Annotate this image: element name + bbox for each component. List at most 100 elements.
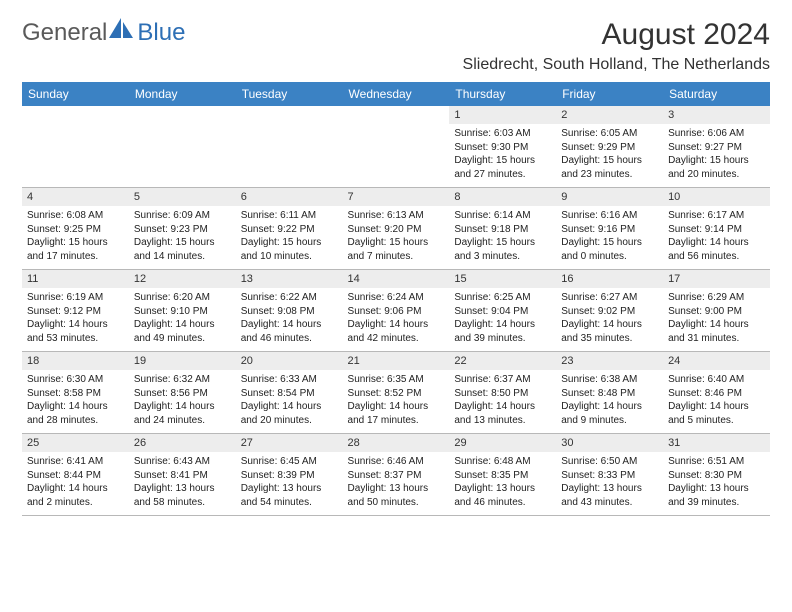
- calendar-week-row: 25Sunrise: 6:41 AMSunset: 8:44 PMDayligh…: [22, 434, 770, 516]
- day-number: 20: [236, 352, 343, 370]
- day-number: 13: [236, 270, 343, 288]
- day-line: Sunset: 8:39 PM: [241, 469, 338, 483]
- day-number: 15: [449, 270, 556, 288]
- day-number: 2: [556, 106, 663, 124]
- day-line: Sunrise: 6:38 AM: [561, 373, 658, 387]
- calendar-day-cell: 26Sunrise: 6:43 AMSunset: 8:41 PMDayligh…: [129, 434, 236, 516]
- day-body: Sunrise: 6:35 AMSunset: 8:52 PMDaylight:…: [343, 370, 450, 433]
- calendar-day-cell: [343, 106, 450, 188]
- day-number: 12: [129, 270, 236, 288]
- day-body: Sunrise: 6:13 AMSunset: 9:20 PMDaylight:…: [343, 206, 450, 269]
- calendar-day-cell: 7Sunrise: 6:13 AMSunset: 9:20 PMDaylight…: [343, 188, 450, 270]
- day-line: Daylight: 14 hours: [561, 318, 658, 332]
- day-body: Sunrise: 6:33 AMSunset: 8:54 PMDaylight:…: [236, 370, 343, 433]
- day-line: Sunset: 8:33 PM: [561, 469, 658, 483]
- day-line: and 7 minutes.: [348, 250, 445, 264]
- day-line: and 24 minutes.: [134, 414, 231, 428]
- day-line: Sunset: 9:00 PM: [668, 305, 765, 319]
- day-line: and 39 minutes.: [454, 332, 551, 346]
- day-body: Sunrise: 6:22 AMSunset: 9:08 PMDaylight:…: [236, 288, 343, 351]
- day-body: [343, 112, 450, 170]
- day-number: 19: [129, 352, 236, 370]
- day-line: and 3 minutes.: [454, 250, 551, 264]
- day-header: Monday: [129, 82, 236, 106]
- day-line: Daylight: 14 hours: [348, 400, 445, 414]
- calendar-day-cell: [236, 106, 343, 188]
- day-line: Sunset: 9:10 PM: [134, 305, 231, 319]
- day-line: and 14 minutes.: [134, 250, 231, 264]
- calendar-day-cell: 30Sunrise: 6:50 AMSunset: 8:33 PMDayligh…: [556, 434, 663, 516]
- day-line: Sunrise: 6:17 AM: [668, 209, 765, 223]
- day-line: Daylight: 15 hours: [454, 236, 551, 250]
- day-line: Daylight: 15 hours: [27, 236, 124, 250]
- day-line: Sunrise: 6:50 AM: [561, 455, 658, 469]
- day-line: Sunset: 9:18 PM: [454, 223, 551, 237]
- calendar-day-cell: 22Sunrise: 6:37 AMSunset: 8:50 PMDayligh…: [449, 352, 556, 434]
- day-line: and 5 minutes.: [668, 414, 765, 428]
- day-line: Daylight: 14 hours: [561, 400, 658, 414]
- day-number: 9: [556, 188, 663, 206]
- day-number: 3: [663, 106, 770, 124]
- day-number: 26: [129, 434, 236, 452]
- day-line: Daylight: 14 hours: [27, 318, 124, 332]
- day-body: Sunrise: 6:25 AMSunset: 9:04 PMDaylight:…: [449, 288, 556, 351]
- day-line: Sunset: 8:54 PM: [241, 387, 338, 401]
- day-line: Sunset: 9:23 PM: [134, 223, 231, 237]
- day-line: Daylight: 14 hours: [134, 318, 231, 332]
- day-line: Daylight: 14 hours: [241, 400, 338, 414]
- day-line: and 2 minutes.: [27, 496, 124, 510]
- day-line: Daylight: 15 hours: [561, 236, 658, 250]
- day-line: Daylight: 14 hours: [348, 318, 445, 332]
- day-number: 28: [343, 434, 450, 452]
- day-line: Daylight: 15 hours: [134, 236, 231, 250]
- day-body: Sunrise: 6:41 AMSunset: 8:44 PMDaylight:…: [22, 452, 129, 515]
- day-body: Sunrise: 6:17 AMSunset: 9:14 PMDaylight:…: [663, 206, 770, 269]
- day-line: Sunrise: 6:14 AM: [454, 209, 551, 223]
- day-line: Sunset: 9:14 PM: [668, 223, 765, 237]
- calendar-day-cell: 9Sunrise: 6:16 AMSunset: 9:16 PMDaylight…: [556, 188, 663, 270]
- day-line: Sunset: 8:48 PM: [561, 387, 658, 401]
- day-line: Sunset: 8:52 PM: [348, 387, 445, 401]
- calendar-table: Sunday Monday Tuesday Wednesday Thursday…: [22, 82, 770, 516]
- calendar-day-cell: 3Sunrise: 6:06 AMSunset: 9:27 PMDaylight…: [663, 106, 770, 188]
- day-line: Sunset: 8:41 PM: [134, 469, 231, 483]
- day-line: Sunrise: 6:51 AM: [668, 455, 765, 469]
- day-number: 24: [663, 352, 770, 370]
- day-number: 21: [343, 352, 450, 370]
- day-line: Sunset: 9:08 PM: [241, 305, 338, 319]
- day-line: Daylight: 14 hours: [454, 318, 551, 332]
- day-body: Sunrise: 6:08 AMSunset: 9:25 PMDaylight:…: [22, 206, 129, 269]
- day-body: Sunrise: 6:45 AMSunset: 8:39 PMDaylight:…: [236, 452, 343, 515]
- day-body: Sunrise: 6:51 AMSunset: 8:30 PMDaylight:…: [663, 452, 770, 515]
- day-line: Sunset: 8:44 PM: [27, 469, 124, 483]
- calendar-day-cell: 16Sunrise: 6:27 AMSunset: 9:02 PMDayligh…: [556, 270, 663, 352]
- day-header: Friday: [556, 82, 663, 106]
- day-header: Saturday: [663, 82, 770, 106]
- day-line: Sunrise: 6:11 AM: [241, 209, 338, 223]
- day-line: Sunrise: 6:19 AM: [27, 291, 124, 305]
- day-body: Sunrise: 6:43 AMSunset: 8:41 PMDaylight:…: [129, 452, 236, 515]
- day-line: Sunset: 9:20 PM: [348, 223, 445, 237]
- day-line: Daylight: 14 hours: [27, 482, 124, 496]
- day-number: 5: [129, 188, 236, 206]
- day-line: and 42 minutes.: [348, 332, 445, 346]
- day-line: Daylight: 13 hours: [134, 482, 231, 496]
- day-header-row: Sunday Monday Tuesday Wednesday Thursday…: [22, 82, 770, 106]
- day-line: and 13 minutes.: [454, 414, 551, 428]
- day-body: Sunrise: 6:05 AMSunset: 9:29 PMDaylight:…: [556, 124, 663, 187]
- day-line: Daylight: 14 hours: [668, 318, 765, 332]
- day-line: Sunrise: 6:29 AM: [668, 291, 765, 305]
- day-line: Sunrise: 6:46 AM: [348, 455, 445, 469]
- calendar-day-cell: 8Sunrise: 6:14 AMSunset: 9:18 PMDaylight…: [449, 188, 556, 270]
- day-line: Sunrise: 6:08 AM: [27, 209, 124, 223]
- day-line: Sunset: 9:16 PM: [561, 223, 658, 237]
- day-body: Sunrise: 6:32 AMSunset: 8:56 PMDaylight:…: [129, 370, 236, 433]
- logo-text-blue: Blue: [137, 19, 185, 47]
- day-line: Sunrise: 6:43 AM: [134, 455, 231, 469]
- day-body: Sunrise: 6:48 AMSunset: 8:35 PMDaylight:…: [449, 452, 556, 515]
- day-line: Sunrise: 6:27 AM: [561, 291, 658, 305]
- day-line: Sunrise: 6:22 AM: [241, 291, 338, 305]
- location: Sliedrecht, South Holland, The Netherlan…: [463, 56, 770, 74]
- calendar-body: 1Sunrise: 6:03 AMSunset: 9:30 PMDaylight…: [22, 106, 770, 516]
- calendar-week-row: 11Sunrise: 6:19 AMSunset: 9:12 PMDayligh…: [22, 270, 770, 352]
